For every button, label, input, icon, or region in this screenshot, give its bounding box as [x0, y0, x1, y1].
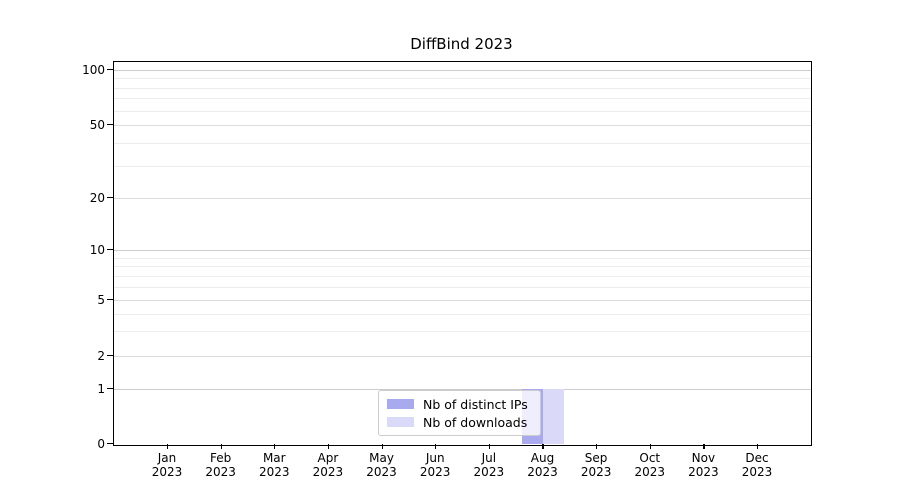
y-tick-label: 50 [89, 118, 105, 132]
y-tick-mark [107, 299, 113, 301]
y-tick-label: 100 [82, 63, 105, 77]
y-gridline-minor [114, 257, 811, 259]
y-tick-label: 5 [97, 293, 105, 307]
x-tick-label: Jul 2023 [473, 451, 505, 479]
y-gridline-major [114, 125, 811, 126]
x-tick-label: Nov 2023 [688, 451, 719, 479]
y-gridline-minor [114, 331, 811, 333]
x-tick-mark [274, 444, 276, 449]
x-tick-label: Mar 2023 [258, 451, 290, 479]
y-gridline-major [114, 389, 811, 390]
x-tick-mark [542, 444, 544, 449]
y-gridline-major [114, 70, 811, 71]
bar-downloads-aug [543, 389, 565, 444]
y-tick-mark [107, 355, 113, 357]
y-gridline-minor [114, 165, 811, 167]
y-tick-mark [107, 124, 113, 126]
y-gridline-minor [114, 110, 811, 112]
legend-item-distinct-ips: Nb of distinct IPs [387, 396, 532, 412]
x-tick-mark [596, 444, 598, 449]
x-tick-mark [381, 444, 383, 449]
legend-item-downloads: Nb of downloads [387, 414, 532, 430]
y-gridline-minor [114, 78, 811, 80]
y-tick-mark [107, 443, 113, 445]
y-gridline-minor [114, 142, 811, 144]
y-gridline-minor [114, 286, 811, 288]
x-tick-label: Jun 2023 [419, 451, 451, 479]
legend: Nb of distinct IPs Nb of downloads [378, 390, 541, 436]
x-tick-mark [220, 444, 222, 449]
x-tick-mark [327, 444, 330, 449]
x-tick-mark [167, 444, 169, 449]
y-gridline-minor [114, 98, 811, 100]
x-tick-mark [435, 444, 437, 449]
x-tick-mark [488, 444, 491, 449]
y-tick-mark [107, 197, 113, 199]
y-tick-mark [107, 249, 113, 251]
y-tick-mark [107, 388, 113, 390]
x-tick-mark [757, 444, 759, 449]
legend-swatch-distinct-ips [387, 399, 414, 409]
y-tick-label: 2 [97, 349, 105, 363]
x-tick-mark [649, 444, 651, 449]
legend-label-downloads: Nb of downloads [423, 414, 528, 430]
x-tick-label: May 2023 [366, 451, 397, 479]
y-tick-label: 1 [97, 382, 105, 396]
y-gridline-major [114, 300, 811, 301]
y-tick-label: 10 [89, 243, 105, 257]
plot-area [113, 61, 812, 446]
x-tick-label: Sep 2023 [580, 451, 612, 479]
y-gridline-minor [114, 275, 811, 277]
y-gridline-minor [114, 87, 811, 89]
x-tick-label: Apr 2023 [312, 451, 344, 479]
y-tick-label: 20 [89, 191, 105, 205]
x-tick-label: Oct 2023 [634, 451, 666, 479]
y-tick-mark [107, 69, 113, 71]
x-tick-label: Dec 2023 [741, 451, 773, 479]
y-gridline-major [114, 250, 811, 251]
x-tick-label: Aug 2023 [527, 451, 558, 479]
y-tick-label: 0 [97, 437, 105, 451]
y-gridline-major [114, 198, 811, 199]
legend-label-distinct-ips: Nb of distinct IPs [423, 396, 528, 412]
y-gridline-minor [114, 313, 811, 315]
x-tick-label: Feb 2023 [205, 451, 236, 479]
y-gridline-major [114, 356, 811, 357]
y-gridline-minor [114, 266, 811, 268]
chart-title: DiffBind 2023 [410, 35, 513, 53]
x-tick-label: Jan 2023 [151, 451, 183, 479]
x-tick-mark [703, 444, 705, 449]
legend-swatch-downloads [387, 417, 414, 427]
